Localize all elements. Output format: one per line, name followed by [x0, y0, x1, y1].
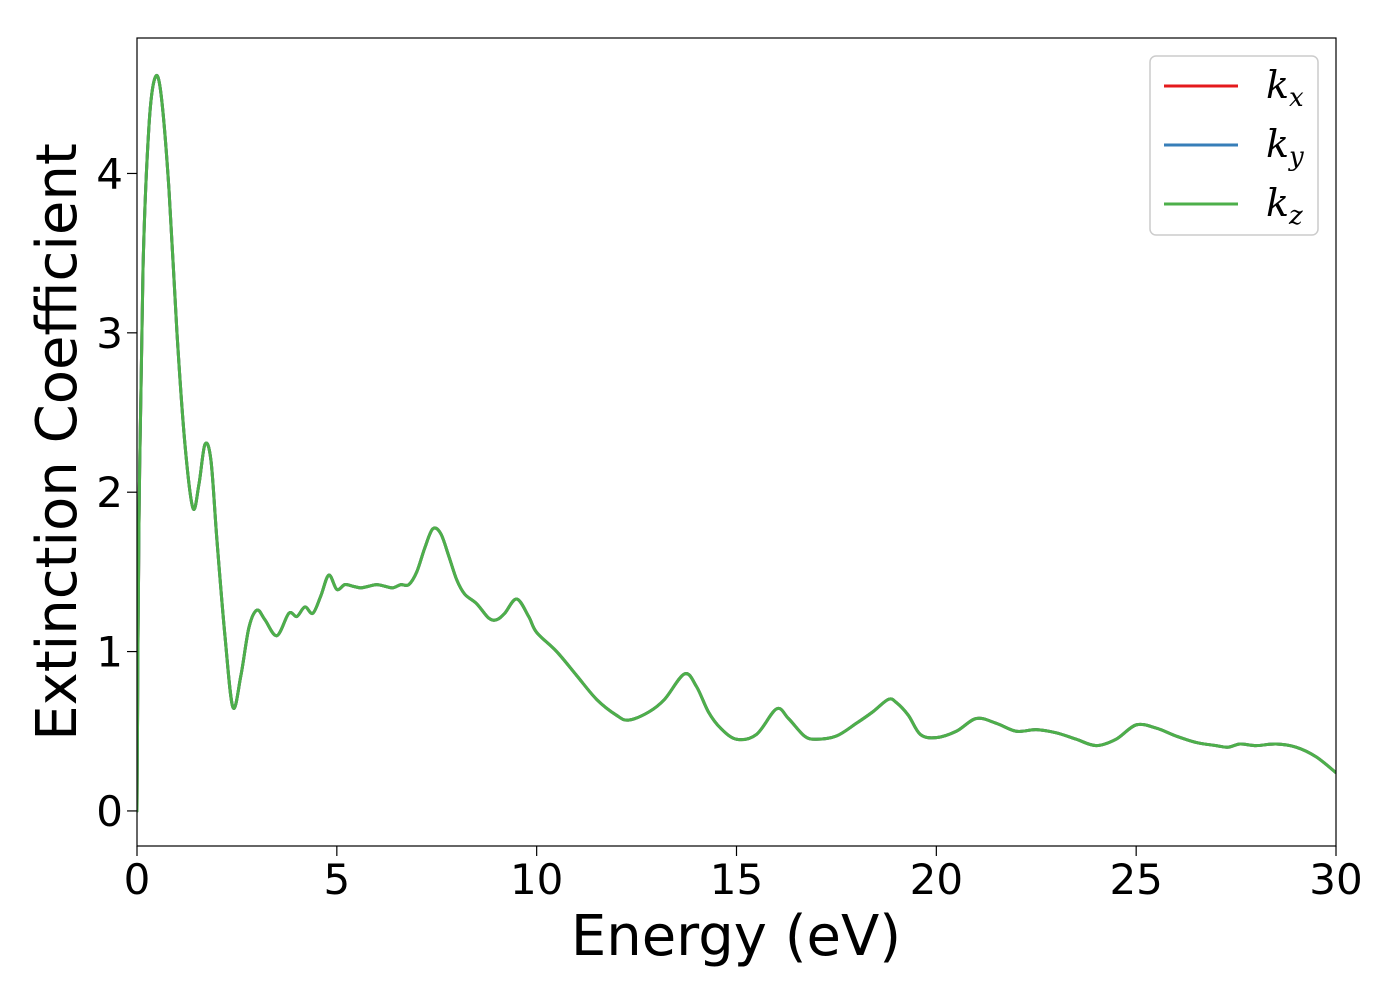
- y-tick-label: 2: [96, 468, 123, 517]
- series-layer: [137, 73, 1336, 813]
- y-tick-label: 1: [96, 628, 123, 677]
- y-axis: 0 1 2 3 4: [96, 149, 137, 836]
- legend-label-subscript: z: [1288, 201, 1303, 231]
- legend-label-base: k: [1266, 63, 1289, 107]
- x-tick-label: 10: [510, 855, 563, 904]
- legend-label-subscript: y: [1288, 142, 1304, 172]
- x-axis: 0 5 10 15 20 25 30: [124, 846, 1363, 904]
- y-tick-label: 3: [96, 309, 123, 358]
- legend-label-subscript: x: [1289, 83, 1304, 113]
- x-tick-label: 25: [1109, 855, 1162, 904]
- x-axis-label: Energy (eV): [571, 904, 901, 969]
- x-tick-label: 15: [710, 855, 763, 904]
- series-line-kz: [137, 73, 1336, 813]
- y-tick-label: 4: [96, 149, 123, 198]
- x-tick-label: 20: [910, 855, 963, 904]
- x-tick-label: 5: [323, 855, 350, 904]
- legend-label-base: k: [1266, 181, 1289, 225]
- x-tick-label: 0: [124, 855, 151, 904]
- legend-label-kx: kx: [1266, 63, 1304, 113]
- legend-label-base: k: [1266, 122, 1289, 166]
- legend-label-kz: kz: [1266, 181, 1303, 231]
- x-tick-label: 30: [1309, 855, 1362, 904]
- y-axis-label: Extinction Coefficient: [25, 143, 90, 741]
- legend-label-ky: ky: [1266, 122, 1304, 172]
- y-tick-label: 0: [96, 787, 123, 836]
